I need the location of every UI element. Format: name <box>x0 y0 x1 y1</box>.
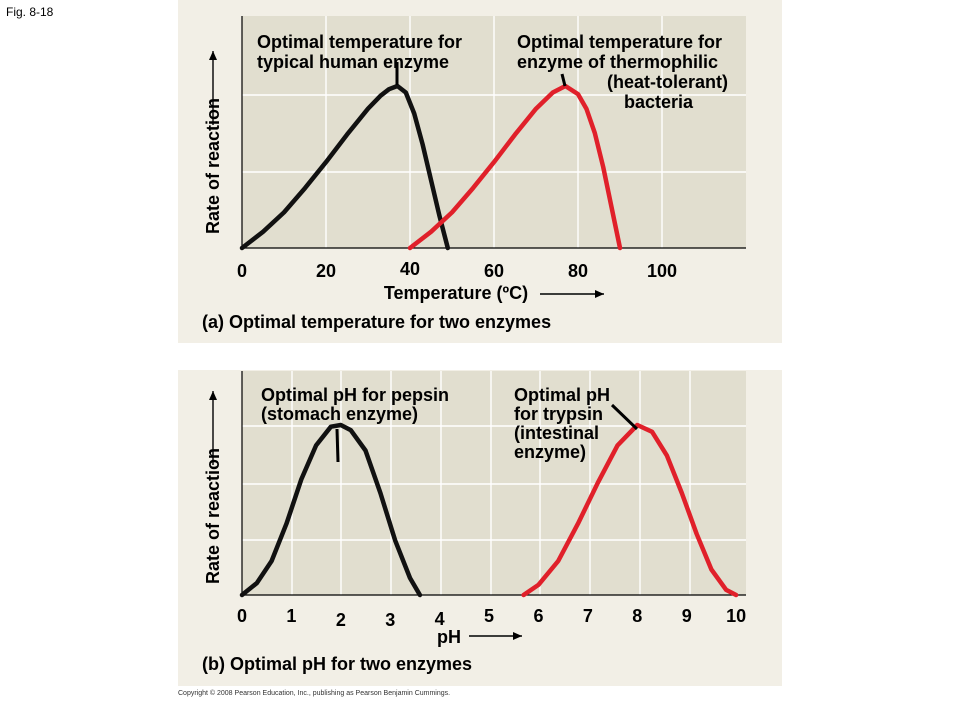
ph-xtick-label: 9 <box>682 606 692 626</box>
ph-xtick-label: 7 <box>583 606 593 626</box>
temp-x-arrow-head <box>595 290 604 298</box>
temp-annotation-1-line: enzyme of thermophilic <box>517 52 718 72</box>
ph-annotation-1-line: (intestinal <box>514 423 599 443</box>
figure-label: Fig. 8-18 <box>6 5 54 19</box>
ph-annotation-1-line: for trypsin <box>514 404 603 424</box>
ph-annotation-0-line: (stomach enzyme) <box>261 404 418 424</box>
temp-annotation-0-line: Optimal temperature for <box>257 32 462 52</box>
temp-annotation-1-line: (heat-tolerant) <box>607 72 728 92</box>
ph-caption: (b) Optimal pH for two enzymes <box>202 654 472 674</box>
temp-caption: (a) Optimal temperature for two enzymes <box>202 312 551 332</box>
temp-xtick-label: 40 <box>400 259 420 279</box>
ph-x-axis-label: pH <box>437 627 461 647</box>
temp-xtick-label: 0 <box>237 261 247 281</box>
ph-annotation-0-leader <box>335 428 340 463</box>
ph-annotation-1-leader <box>610 403 639 431</box>
temp-x-axis-label: Temperature (ºC) <box>384 283 528 303</box>
temp-xtick-label: 100 <box>647 261 677 281</box>
temp-series-0-line <box>239 83 451 251</box>
ph-xtick-label: 4 <box>435 609 445 629</box>
temp-xtick-label: 20 <box>316 261 336 281</box>
ph-y-arrow-head <box>209 391 217 400</box>
ph-xtick-label: 5 <box>484 606 494 626</box>
ph-annotation-0-line: Optimal pH for pepsin <box>261 385 449 405</box>
temp-annotation-1-line: bacteria <box>624 92 694 112</box>
ph-xtick-label: 8 <box>632 606 642 626</box>
ph-series-1-line <box>521 422 739 598</box>
temp-xtick-label: 80 <box>568 261 588 281</box>
ph-x-arrow-head <box>513 632 522 640</box>
temp-series-1-line <box>407 83 623 251</box>
temp-xtick-label: 60 <box>484 261 504 281</box>
ph-xtick-label: 3 <box>385 610 395 630</box>
ph-xtick-label: 0 <box>237 606 247 626</box>
temp-y-arrow-head <box>209 51 217 60</box>
temp-annotation-0-line: typical human enzyme <box>257 52 449 72</box>
ph-annotation-1-line: enzyme) <box>514 442 586 462</box>
ph-xtick-label: 6 <box>533 606 543 626</box>
ph-y-axis-label: Rate of reaction <box>203 448 223 584</box>
temp-y-axis-label: Rate of reaction <box>203 98 223 234</box>
ph-xtick-label: 1 <box>286 606 296 626</box>
ph-xtick-label: 2 <box>336 610 346 630</box>
ph-plot-area <box>242 371 746 595</box>
temp-annotation-1-leader <box>560 73 567 87</box>
ph-annotation-1-line: Optimal pH <box>514 385 610 405</box>
copyright-notice: Copyright © 2008 Pearson Education, Inc.… <box>178 690 451 697</box>
ph-series-0-line <box>239 422 423 598</box>
temp-annotation-1-line: Optimal temperature for <box>517 32 722 52</box>
ph-xtick-label: 10 <box>726 606 746 626</box>
